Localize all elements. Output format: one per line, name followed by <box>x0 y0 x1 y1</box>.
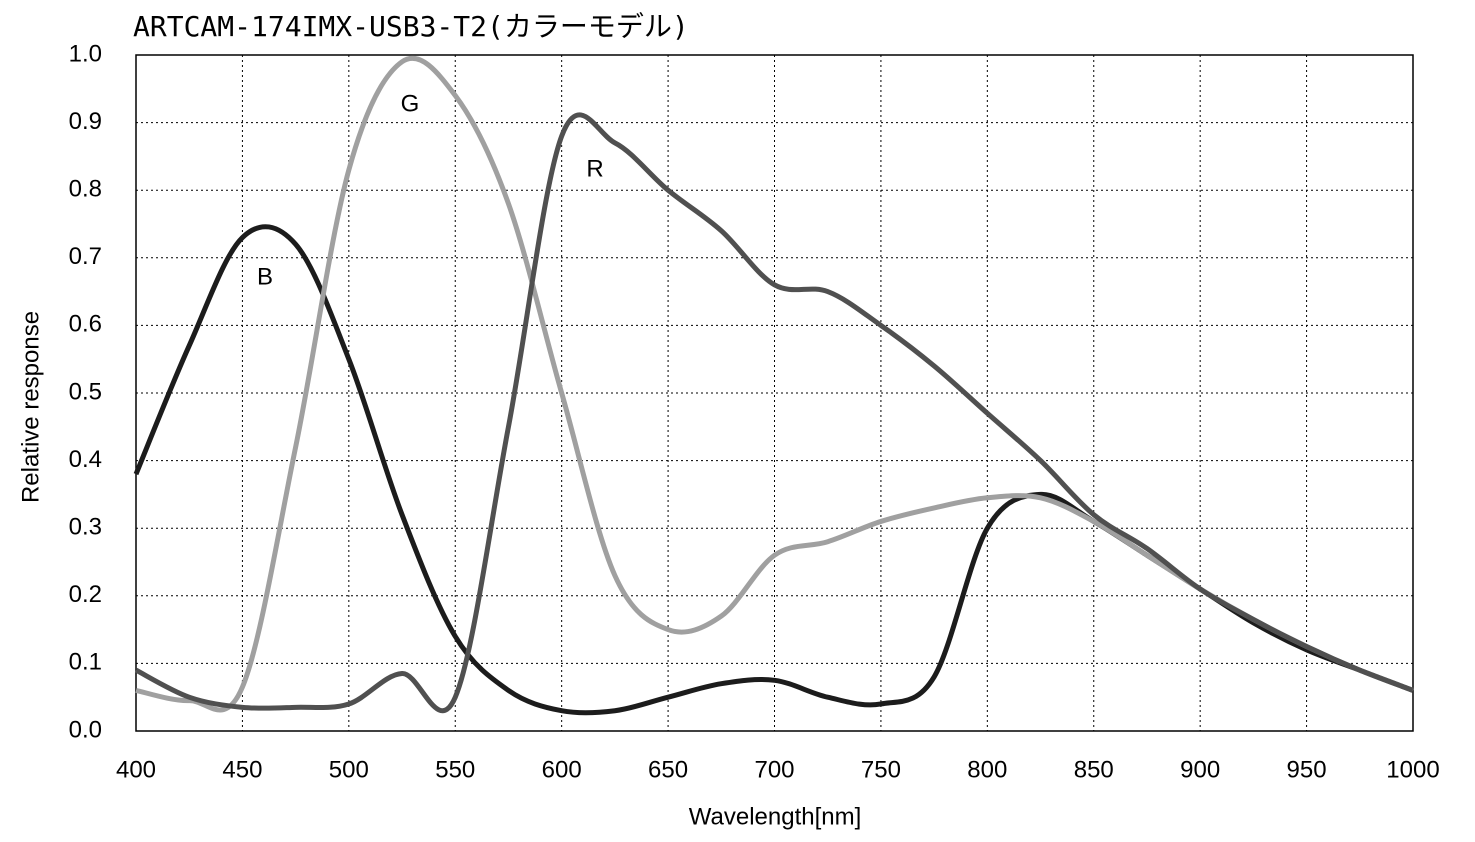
x-tick-label: 600 <box>542 756 582 783</box>
y-tick-label: 0.0 <box>69 716 102 743</box>
x-tick-label: 900 <box>1180 756 1220 783</box>
chart-title: ARTCAM-174IMX-USB3-T2(カラーモデル) <box>133 10 689 43</box>
x-tick-label: 550 <box>435 756 475 783</box>
x-tick-label: 950 <box>1287 756 1327 783</box>
x-tick-label: 700 <box>754 756 794 783</box>
y-tick-label: 0.2 <box>69 581 102 608</box>
y-tick-label: 0.3 <box>69 514 102 541</box>
series-line <box>133 224 1414 716</box>
x-axis-label: Wavelength[nm] <box>689 803 862 830</box>
x-tick-label: 450 <box>222 756 262 783</box>
x-tick-label: 650 <box>648 756 688 783</box>
y-tick-label: 0.7 <box>69 243 102 270</box>
series-label: B <box>257 263 273 290</box>
series-line <box>135 55 1414 713</box>
y-tick-label: 1.0 <box>69 40 102 67</box>
y-tick-label: 0.8 <box>69 176 102 203</box>
series-line <box>134 112 1414 714</box>
x-tick-label: 750 <box>861 756 901 783</box>
y-tick-label: 0.6 <box>69 311 102 338</box>
x-tick-label: 400 <box>116 756 156 783</box>
y-axis-label: Relative response <box>17 311 44 503</box>
y-tick-label: 0.1 <box>69 649 102 676</box>
x-tick-label: 850 <box>1074 756 1114 783</box>
plot-frame <box>135 54 1414 732</box>
x-tick-label: 800 <box>967 756 1007 783</box>
series-label: R <box>586 155 603 182</box>
y-tick-label: 0.5 <box>69 378 102 405</box>
series-label: G <box>401 90 420 117</box>
y-tick-label: 0.4 <box>69 446 102 473</box>
x-tick-label: 1000 <box>1386 756 1439 783</box>
y-tick-label: 0.9 <box>69 108 102 135</box>
x-tick-label: 500 <box>329 756 369 783</box>
